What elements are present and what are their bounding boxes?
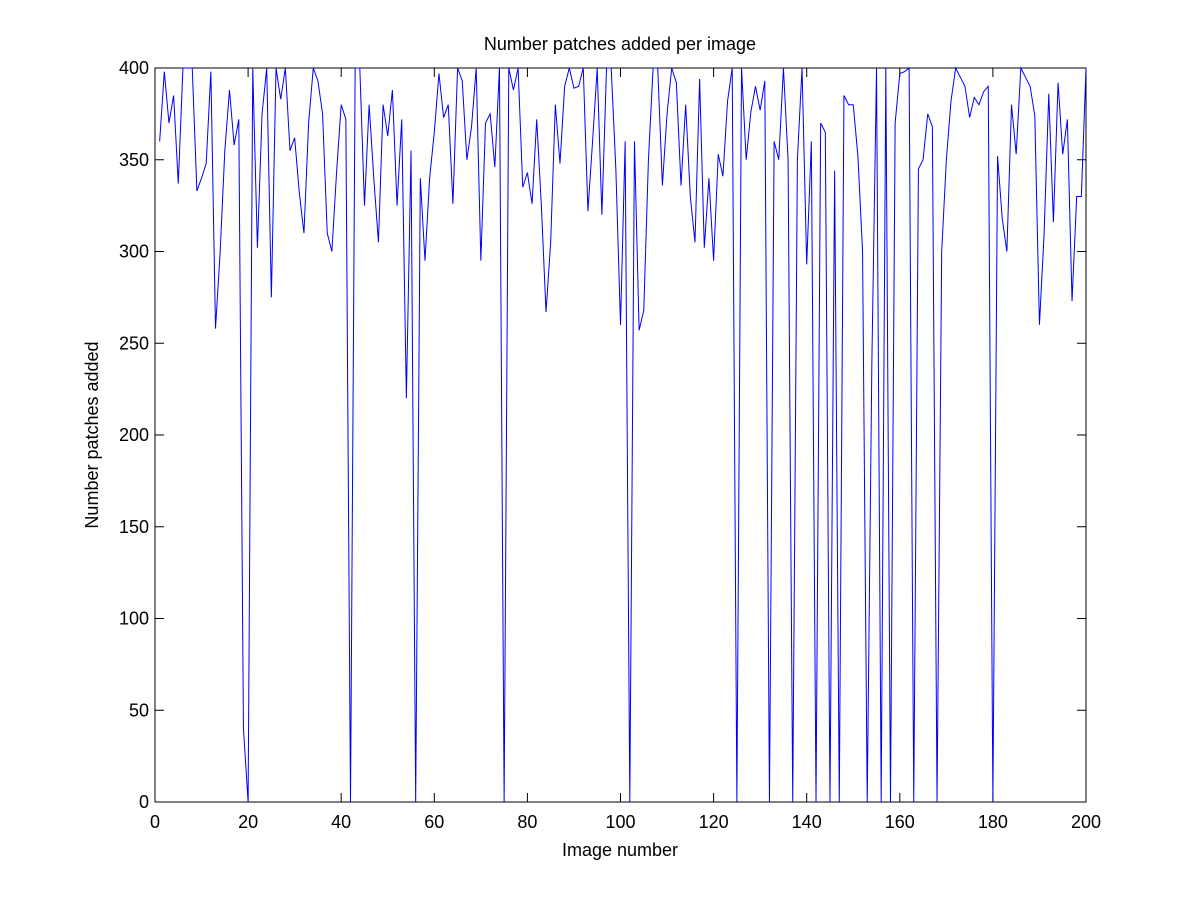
x-tick-label: 120	[699, 812, 729, 832]
y-tick-label: 0	[139, 792, 149, 812]
series-layer	[159, 66, 1087, 803]
y-axis-ticks: 0 50 100 150 200 250 300 350 400	[119, 58, 1086, 812]
x-tick-label: 140	[792, 812, 822, 832]
x-tick-label: 160	[885, 812, 915, 832]
y-tick-label: 200	[119, 425, 149, 445]
x-tick-label: 40	[331, 812, 351, 832]
y-tick-label: 400	[119, 58, 149, 78]
y-tick-label: 250	[119, 333, 149, 353]
x-tick-label: 0	[150, 812, 160, 832]
x-tick-label: 80	[517, 812, 537, 832]
plot-area	[154, 67, 1087, 803]
x-tick-label: 200	[1071, 812, 1101, 832]
x-tick-label: 20	[238, 812, 258, 832]
x-tick-label: 100	[605, 812, 635, 832]
y-axis-label: Number patches added	[82, 341, 102, 528]
y-tick-label: 100	[119, 609, 149, 629]
y-tick-label: 300	[119, 242, 149, 262]
x-axis-ticks: 0 20 40 60 80 100 120 140 160 180 200	[150, 68, 1101, 832]
x-axis-label: Image number	[562, 840, 678, 860]
y-tick-label: 50	[129, 700, 149, 720]
y-tick-label: 150	[119, 517, 149, 537]
chart-title: Number patches added per image	[484, 34, 756, 54]
y-tick-label: 350	[119, 150, 149, 170]
series-line	[159, 66, 1087, 803]
x-tick-label: 180	[978, 812, 1008, 832]
x-tick-label: 60	[424, 812, 444, 832]
